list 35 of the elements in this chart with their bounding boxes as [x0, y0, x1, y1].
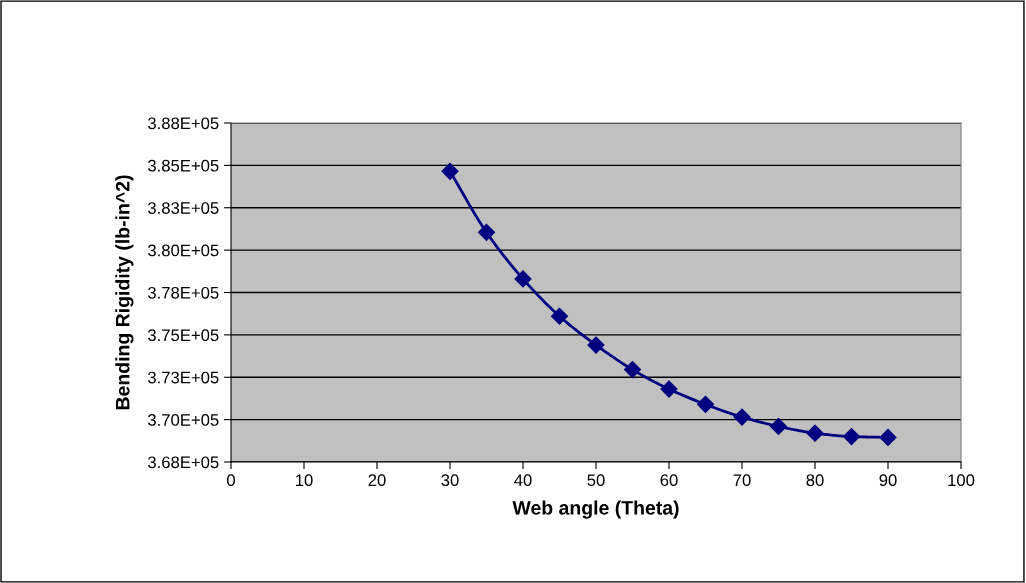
x-tick-label: 40 [514, 474, 532, 487]
x-tick-label: 0 [227, 474, 235, 487]
point [696, 395, 715, 413]
point [879, 428, 897, 446]
y-tick-label: 3.88E+05 [148, 117, 219, 130]
point [842, 428, 861, 446]
x-tick-label: 30 [441, 474, 459, 487]
x-tick-label: 90 [879, 474, 897, 487]
point [733, 408, 751, 426]
x-tick-label: 50 [587, 474, 605, 487]
x-tick-label: 20 [368, 474, 386, 487]
x-tick-label: 60 [660, 474, 678, 487]
point [550, 307, 569, 325]
point [441, 162, 459, 180]
point [660, 380, 678, 398]
y-axis-title: Bending Rigidity (lb-in^2) [115, 175, 134, 410]
x-tick-label: 10 [296, 474, 313, 487]
y-tick-label: 3.83E+05 [148, 202, 219, 214]
x-tick-label: 70 [733, 474, 751, 487]
point [769, 417, 788, 435]
y-tick-label: 3.78E+05 [148, 286, 219, 299]
y-tick-label: 3.75E+05 [148, 329, 219, 342]
x-tick-label: 100 [948, 474, 975, 487]
point [514, 270, 532, 288]
point [806, 424, 824, 442]
point [477, 223, 496, 241]
x-tick-label: 80 [806, 474, 824, 487]
x-axis-title: Web angle (Theta) [512, 500, 679, 519]
point [623, 361, 642, 379]
y-tick-label: 3.80E+05 [148, 244, 219, 257]
y-tick-label: 3.68E+05 [148, 456, 219, 469]
y-tick-label: 3.85E+05 [148, 159, 219, 172]
y-tick-label: 3.73E+05 [148, 371, 219, 384]
y-tick-label: 3.70E+05 [148, 414, 219, 426]
point [587, 336, 605, 354]
